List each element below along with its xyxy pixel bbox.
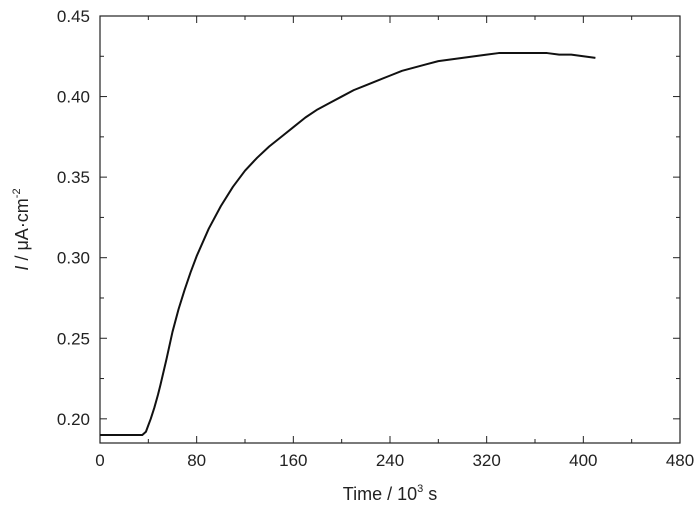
x-axis: 0 80 160 240 320 400 480 (95, 16, 694, 470)
y-tick-label: 0.35 (57, 168, 90, 187)
x-tick-label: 0 (95, 451, 104, 470)
x-tick-label: 480 (666, 451, 694, 470)
x-tick-label: 400 (569, 451, 597, 470)
y-tick-label: 0.20 (57, 410, 90, 429)
y-tick-label: 0.30 (57, 249, 90, 268)
y-axis: 0.20 0.25 0.30 0.35 0.40 0.45 (57, 7, 680, 429)
x-tick-label: 240 (376, 451, 404, 470)
y-tick-label: 0.25 (57, 329, 90, 348)
y-tick-label: 0.45 (57, 7, 90, 26)
x-axis-title: Time / 103 s (343, 483, 438, 504)
x-tick-label: 80 (187, 451, 206, 470)
y-tick-label: 0.40 (57, 88, 90, 107)
plot-frame (99, 15, 681, 444)
x-tick-label: 320 (472, 451, 500, 470)
y-axis-title: I / μA·cm-2 (11, 188, 32, 270)
x-tick-label: 160 (279, 451, 307, 470)
series-line (100, 52, 596, 436)
